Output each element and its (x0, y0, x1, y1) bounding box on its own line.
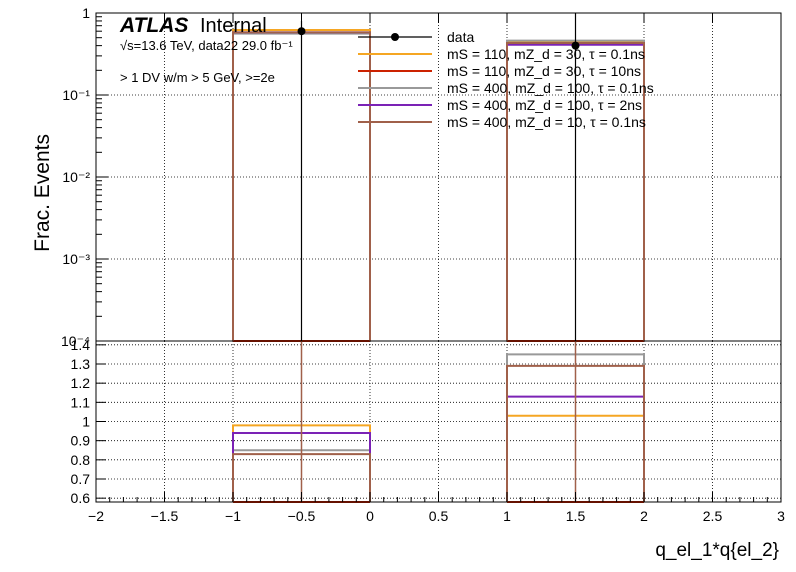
x-axis-title: q_el_1*q{el_2} (655, 540, 779, 561)
ratio-y-tick-label: 0.8 (71, 452, 91, 468)
legend-data-marker (391, 33, 399, 41)
y-tick-label: 10⁻² (62, 169, 90, 185)
legend-data-label: data (447, 29, 474, 45)
x-tick-label: −2 (88, 508, 104, 524)
ratio-y-tick-label: 0.7 (71, 471, 91, 487)
selection-label: > 1 DV w/m > 5 GeV, >=2e (120, 70, 275, 85)
x-tick-label: 0.5 (429, 508, 449, 524)
data-point (571, 41, 580, 50)
ratio-panel-grid (96, 341, 781, 502)
x-tick-label: −1.5 (151, 508, 179, 524)
ratio-y-tick-label: 1 (82, 414, 90, 430)
x-tick-label: −0.5 (288, 508, 316, 524)
x-tick-label: 1 (503, 508, 511, 524)
y-tick-label: 10⁻³ (62, 251, 90, 267)
y-tick-label: 10⁻¹ (62, 87, 90, 103)
x-tick-label: 2.5 (703, 508, 723, 524)
legend-label: mS = 400, mZ_d = 100, τ = 2ns (447, 97, 642, 113)
y-tick-label: 1 (82, 5, 90, 21)
top-panel-grid (96, 12, 781, 342)
ratio-y-tick-label: 1.4 (71, 337, 91, 353)
ratio-y-tick-label: 0.9 (71, 433, 91, 449)
x-tick-label: 2 (640, 508, 648, 524)
ratio-y-tick-label: 1.1 (71, 394, 91, 410)
legend-label: mS = 400, mZ_d = 10, τ = 0.1ns (447, 114, 646, 130)
x-tick-label: −1 (225, 508, 241, 524)
data-point (297, 27, 306, 36)
top-y-axis-ticks: 1 10⁻¹ 10⁻² 10⁻³ 10⁻⁴ (61, 5, 108, 349)
energy-label: √s=13.6 TeV, data22 29.0 fb⁻¹ (120, 38, 293, 53)
ratio-y-axis-ticks: 0.6 0.7 0.8 0.9 1 1.1 1.2 1.3 1.4 (71, 337, 106, 506)
atlas-label: ATLAS (119, 14, 188, 37)
y-tick-label: 10⁻⁴ (61, 333, 90, 349)
x-tick-label: 3 (777, 508, 785, 524)
ratio-y-tick-label: 1.3 (71, 356, 91, 372)
legend-label: mS = 110, mZ_d = 30, τ = 10ns (447, 63, 641, 79)
x-tick-label: 0 (366, 508, 374, 524)
atlas-status: Internal (200, 15, 267, 37)
y-axis-title: Frac. Events (31, 134, 54, 252)
x-tick-label: 1.5 (566, 508, 586, 524)
x-axis-ticks: −2 −1.5 −1 −0.5 0 0.5 1 1.5 2 2.5 3 (88, 13, 785, 524)
ratio-y-tick-label: 1.2 (71, 375, 91, 391)
ratio-y-tick-label: 0.6 (71, 490, 91, 506)
legend-label: mS = 110, mZ_d = 30, τ = 0.1ns (447, 46, 645, 62)
legend-label: mS = 400, mZ_d = 100, τ = 0.1ns (447, 80, 654, 96)
